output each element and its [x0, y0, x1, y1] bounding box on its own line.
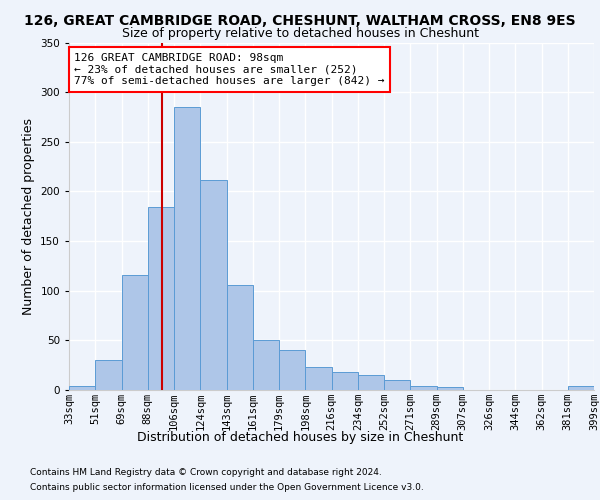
- Bar: [200, 180, 227, 390]
- Text: 126, GREAT CAMBRIDGE ROAD, CHESHUNT, WALTHAM CROSS, EN8 9ES: 126, GREAT CAMBRIDGE ROAD, CHESHUNT, WAL…: [24, 14, 576, 28]
- Bar: [253, 340, 279, 390]
- Bar: [331, 372, 358, 390]
- Bar: [568, 386, 594, 390]
- Bar: [437, 387, 463, 390]
- Bar: [384, 380, 410, 390]
- Y-axis label: Number of detached properties: Number of detached properties: [22, 118, 35, 315]
- Bar: [410, 386, 437, 390]
- Bar: [279, 350, 305, 390]
- Text: Distribution of detached houses by size in Cheshunt: Distribution of detached houses by size …: [137, 431, 463, 444]
- Text: 126 GREAT CAMBRIDGE ROAD: 98sqm
← 23% of detached houses are smaller (252)
77% o: 126 GREAT CAMBRIDGE ROAD: 98sqm ← 23% of…: [74, 53, 385, 86]
- Bar: [174, 107, 200, 390]
- Bar: [305, 367, 331, 390]
- Bar: [121, 275, 148, 390]
- Bar: [358, 375, 384, 390]
- Text: Contains public sector information licensed under the Open Government Licence v3: Contains public sector information licen…: [30, 483, 424, 492]
- Text: Contains HM Land Registry data © Crown copyright and database right 2024.: Contains HM Land Registry data © Crown c…: [30, 468, 382, 477]
- Bar: [227, 285, 253, 390]
- Bar: [95, 360, 121, 390]
- Text: Size of property relative to detached houses in Cheshunt: Size of property relative to detached ho…: [121, 28, 479, 40]
- Bar: [69, 386, 95, 390]
- Bar: [148, 208, 174, 390]
